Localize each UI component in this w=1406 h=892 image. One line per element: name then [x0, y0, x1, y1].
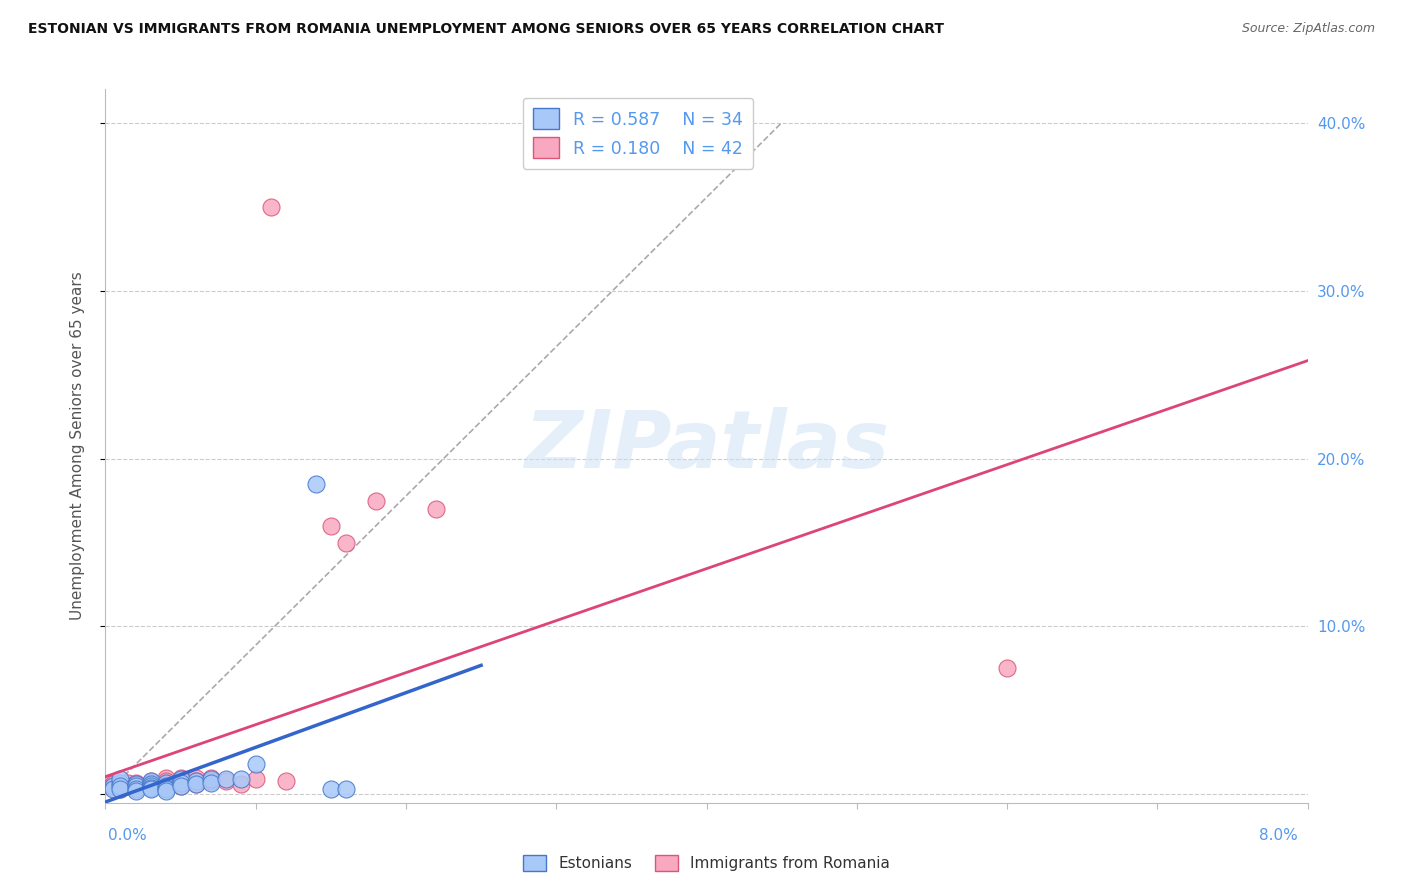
Point	[214, 772, 236, 787]
Point	[110, 782, 132, 797]
Point	[155, 775, 177, 789]
Point	[245, 757, 267, 772]
Point	[364, 493, 387, 508]
Point	[101, 779, 124, 793]
Point	[184, 777, 207, 791]
Point	[335, 782, 357, 797]
Point	[214, 774, 236, 789]
Point	[169, 779, 191, 793]
Point	[139, 780, 162, 795]
Point	[169, 771, 191, 785]
Point	[110, 772, 132, 787]
Point	[139, 775, 162, 789]
Y-axis label: Unemployment Among Seniors over 65 years: Unemployment Among Seniors over 65 years	[70, 272, 84, 620]
Point	[155, 784, 177, 798]
Point	[229, 772, 252, 787]
Point	[117, 779, 139, 793]
Point	[169, 779, 191, 793]
Point	[139, 774, 162, 789]
Point	[100, 779, 122, 793]
Point	[101, 777, 124, 791]
Point	[117, 775, 139, 789]
Point	[139, 775, 162, 789]
Point	[319, 518, 342, 533]
Point	[229, 777, 252, 791]
Point	[169, 774, 191, 789]
Point	[110, 782, 132, 797]
Point	[124, 784, 146, 798]
Text: Source: ZipAtlas.com: Source: ZipAtlas.com	[1241, 22, 1375, 36]
Point	[155, 774, 177, 789]
Point	[155, 777, 177, 791]
Point	[98, 777, 121, 791]
Point	[139, 779, 162, 793]
Point	[260, 200, 283, 214]
Point	[184, 777, 207, 791]
Point	[124, 777, 146, 791]
Point	[200, 775, 222, 789]
Point	[245, 772, 267, 787]
Point	[169, 775, 191, 789]
Text: ESTONIAN VS IMMIGRANTS FROM ROMANIA UNEMPLOYMENT AMONG SENIORS OVER 65 YEARS COR: ESTONIAN VS IMMIGRANTS FROM ROMANIA UNEM…	[28, 22, 943, 37]
Text: 0.0%: 0.0%	[108, 829, 148, 843]
Point	[124, 777, 146, 791]
Text: ZIPatlas: ZIPatlas	[524, 407, 889, 485]
Point	[319, 782, 342, 797]
Point	[110, 779, 132, 793]
Point	[124, 782, 146, 797]
Point	[139, 779, 162, 793]
Point	[110, 777, 132, 791]
Point	[139, 780, 162, 795]
Text: 8.0%: 8.0%	[1258, 829, 1298, 843]
Point	[139, 774, 162, 789]
Point	[169, 772, 191, 787]
Point	[124, 775, 146, 789]
Point	[110, 780, 132, 795]
Point	[200, 772, 222, 787]
Point	[124, 780, 146, 795]
Point	[155, 780, 177, 795]
Point	[169, 775, 191, 789]
Point	[101, 780, 124, 795]
Point	[110, 779, 132, 793]
Point	[139, 782, 162, 797]
Point	[155, 780, 177, 795]
Point	[124, 779, 146, 793]
Point	[124, 779, 146, 793]
Point	[139, 777, 162, 791]
Legend: Estonians, Immigrants from Romania: Estonians, Immigrants from Romania	[517, 849, 896, 877]
Point	[335, 535, 357, 549]
Point	[139, 777, 162, 791]
Point	[200, 771, 222, 785]
Point	[155, 771, 177, 785]
Point	[995, 661, 1018, 675]
Point	[274, 774, 297, 789]
Point	[155, 779, 177, 793]
Point	[184, 774, 207, 789]
Point	[101, 782, 124, 797]
Point	[110, 775, 132, 789]
Point	[305, 476, 328, 491]
Point	[184, 771, 207, 785]
Point	[200, 774, 222, 789]
Point	[155, 782, 177, 797]
Point	[425, 502, 447, 516]
Point	[184, 774, 207, 789]
